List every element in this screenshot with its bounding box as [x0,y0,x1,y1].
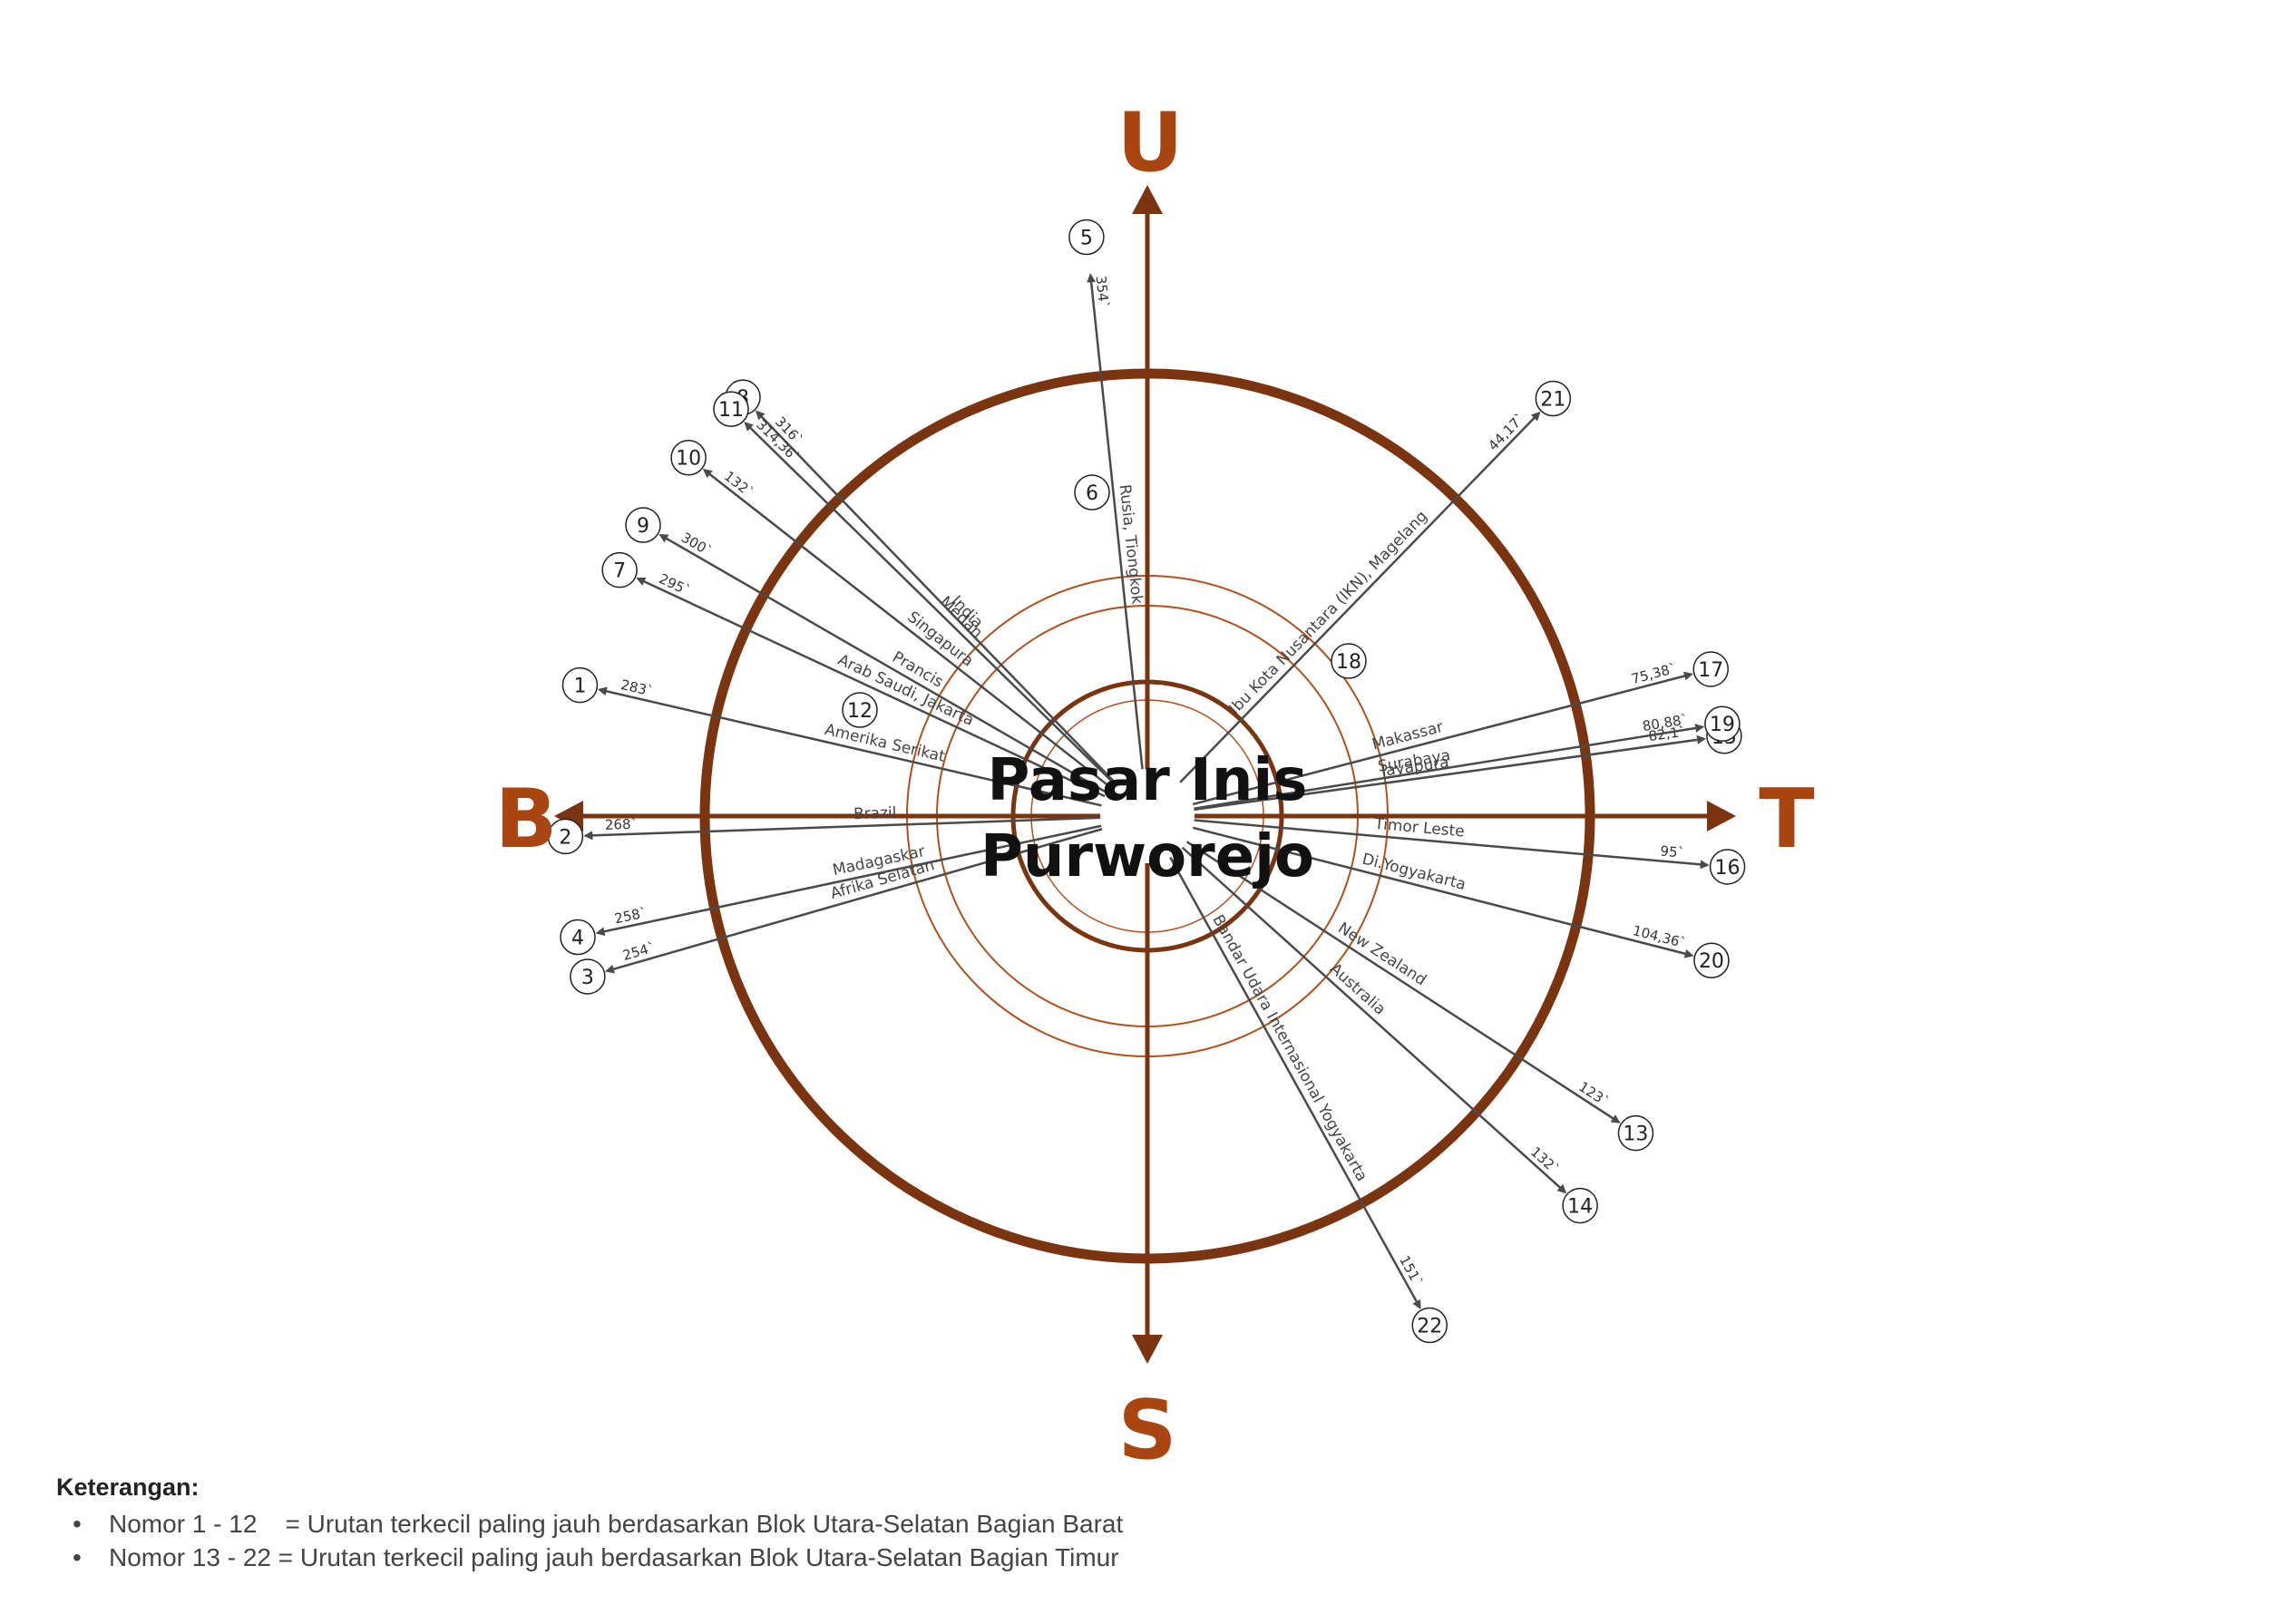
ray-line [755,410,1136,804]
legend-item-text: Nomor 13 - 22 = Urutan terkecil paling j… [109,1543,1119,1571]
ray-line [1165,819,1694,958]
number-label: 11 [718,399,744,422]
number-badge [625,507,661,543]
number-badge [1617,1114,1654,1152]
number-label: 4 [571,927,584,949]
number-label: 17 [1698,659,1723,682]
west-label: B [495,772,558,867]
number-badge [561,666,599,704]
number-badge [1693,942,1730,978]
center-dot [1100,769,1195,863]
ray-line [1159,411,1541,804]
number-label: 10 [676,448,701,471]
number-label: 5 [1080,228,1093,250]
destination-name: Amerika Serikat [823,721,947,766]
destination-badge: 12 [842,692,878,728]
number-label: 14 [1567,1196,1593,1219]
ray-line [595,818,1130,937]
number-badge [1704,705,1741,742]
east-label: T [1759,772,1814,867]
destination-name: Ibu Kota Nusantara (IKN), Magelang [1225,508,1431,718]
ray-line [1165,671,1693,813]
destination-name: Australia [1326,959,1389,1018]
number-badge [601,551,638,588]
number-badge [1411,1307,1448,1344]
ray-line [1162,824,1621,1123]
number-label: 7 [613,560,626,583]
south-label: S [1118,1383,1177,1478]
legend-item: • Nomor 1 - 12 = Urutan terkecil paling j… [56,1507,1123,1541]
destination-ray: Bandar Udara Internasional Yogyakarta151… [1155,831,1448,1344]
bearing-label: 254` [621,939,658,964]
ray-line [658,533,1133,809]
destination-ray: Brazil 268` 2 [547,804,1130,855]
number-badge [1068,219,1105,256]
center-title-line2: Purworejo [980,823,1314,890]
bearing-label: 354` [1092,275,1112,309]
number-label: 3 [581,967,594,989]
ray-line [1160,827,1567,1194]
number-badge [1331,643,1367,679]
destination-badge: 6 [1074,474,1110,511]
bearing-label: 95` [1660,842,1685,861]
destination-name: Bandar Udara Internasional Yogyakarta [1208,912,1370,1185]
bearing-label: 268` [605,816,639,833]
number-badge [547,818,584,855]
number-label: 9 [637,515,649,538]
number-label: 1 [573,676,586,698]
ray-line [1155,831,1421,1310]
ray-line [583,815,1130,841]
ray-line [1165,816,1710,870]
center-title-line1: Pasar Inis [988,747,1308,814]
number-badge [570,958,606,995]
bearing-label: 82,1` [1647,724,1686,744]
number-badge [1562,1187,1598,1224]
legend: Keterangan: • Nomor 1 - 12 = Urutan terke… [56,1473,1123,1574]
number-label: 20 [1699,950,1724,973]
number-badge [1692,651,1729,687]
ray-line [597,686,1130,813]
legend-item: • Nomor 13 - 22 = Urutan terkecil paling … [56,1541,1123,1574]
number-badge [1074,474,1110,511]
legend-item-text: Nomor 1 - 12 = Urutan terkecil paling ja… [109,1510,1124,1538]
destination-badge: 18 [1331,643,1367,679]
number-label: 19 [1710,714,1735,736]
destination-name: Brazil [853,804,897,824]
destination-ray: Ibu Kota Nusantara (IKN), Magelang44,17`… [1159,380,1572,804]
north-label: U [1117,95,1183,190]
number-badge [1535,380,1572,417]
ray-line [1087,273,1147,799]
number-label: 22 [1417,1316,1442,1338]
number-badge [1709,849,1746,885]
ray-line [744,422,1136,804]
legend-title: Keterangan: [56,1473,200,1501]
bullet-icon: • [73,1543,82,1571]
number-label: 6 [1086,482,1098,505]
number-label: 13 [1623,1123,1648,1146]
number-badge [670,439,707,476]
number-badge [842,692,878,728]
compass-labels: U S B T Pasar Inis Purworejo [495,95,1815,1478]
number-label: 21 [1540,389,1565,412]
ray-line [636,577,1132,810]
number-label: 18 [1336,651,1361,674]
number-label: 12 [847,700,873,723]
ray-line [1165,724,1705,815]
ray-line [702,469,1135,806]
number-badge [560,919,596,956]
ray-line [1165,734,1707,815]
number-label: 2 [559,826,571,849]
number-label: 16 [1715,857,1741,880]
number-badge [713,391,749,427]
bullet-icon: • [73,1510,82,1538]
ray-line [605,820,1131,974]
